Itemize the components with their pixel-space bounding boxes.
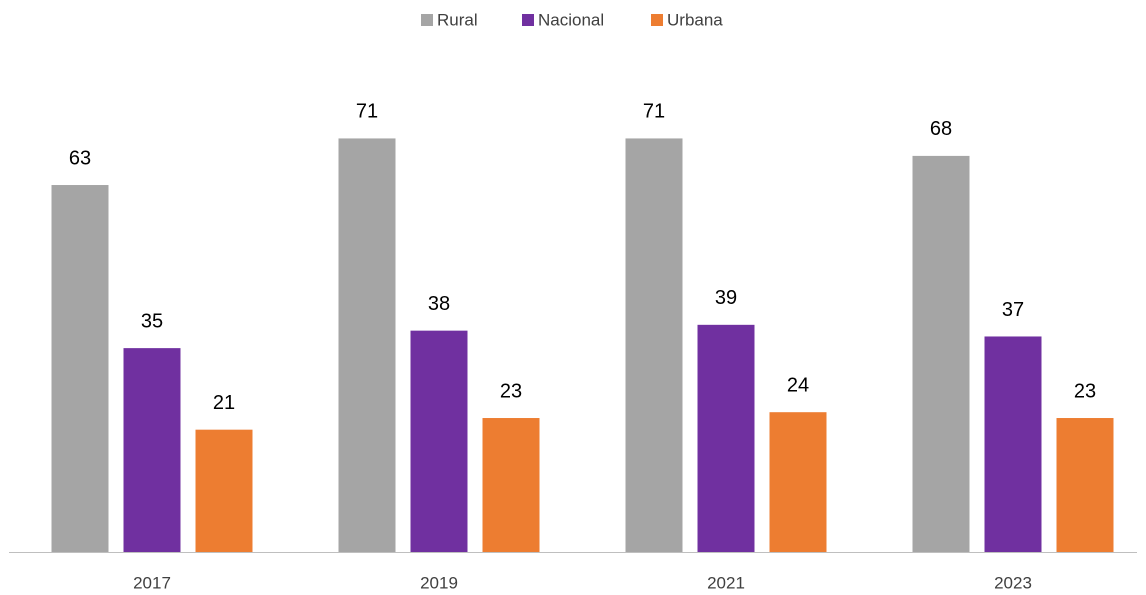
data-label: 35 bbox=[141, 310, 163, 332]
x-tick-label: 2023 bbox=[994, 573, 1032, 592]
legend-swatch bbox=[522, 14, 534, 26]
bar bbox=[338, 138, 396, 553]
data-label: 37 bbox=[1002, 299, 1024, 321]
legend-label: Rural bbox=[437, 10, 478, 29]
x-tick-label: 2021 bbox=[707, 573, 745, 592]
bar bbox=[195, 429, 253, 552]
data-label: 24 bbox=[787, 374, 809, 396]
bar bbox=[984, 336, 1042, 552]
legend-swatch bbox=[421, 14, 433, 26]
data-label: 71 bbox=[356, 101, 378, 123]
legend-label: Urbana bbox=[667, 10, 723, 29]
bar bbox=[625, 138, 683, 553]
legend-swatch bbox=[651, 14, 663, 26]
bar bbox=[482, 418, 540, 552]
data-label: 38 bbox=[428, 293, 450, 315]
data-label: 68 bbox=[930, 118, 952, 140]
bar bbox=[697, 324, 755, 552]
bar bbox=[410, 330, 468, 552]
x-tick-label: 2019 bbox=[420, 573, 458, 592]
bar bbox=[912, 155, 970, 552]
bar bbox=[769, 412, 827, 552]
data-label: 71 bbox=[643, 101, 665, 123]
legend-label: Nacional bbox=[538, 10, 604, 29]
data-label: 63 bbox=[69, 147, 91, 169]
bar bbox=[123, 348, 181, 552]
data-label: 23 bbox=[500, 380, 522, 402]
bar bbox=[51, 185, 109, 552]
data-label: 21 bbox=[213, 392, 235, 414]
bar bbox=[1056, 418, 1114, 552]
x-tick-label: 2017 bbox=[133, 573, 171, 592]
data-label: 39 bbox=[715, 287, 737, 309]
data-label: 23 bbox=[1074, 380, 1096, 402]
